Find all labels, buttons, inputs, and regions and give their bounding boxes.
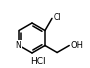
Text: OH: OH <box>71 41 84 50</box>
Text: HCl: HCl <box>30 58 46 67</box>
Text: Cl: Cl <box>53 13 61 22</box>
Text: N: N <box>16 41 21 50</box>
